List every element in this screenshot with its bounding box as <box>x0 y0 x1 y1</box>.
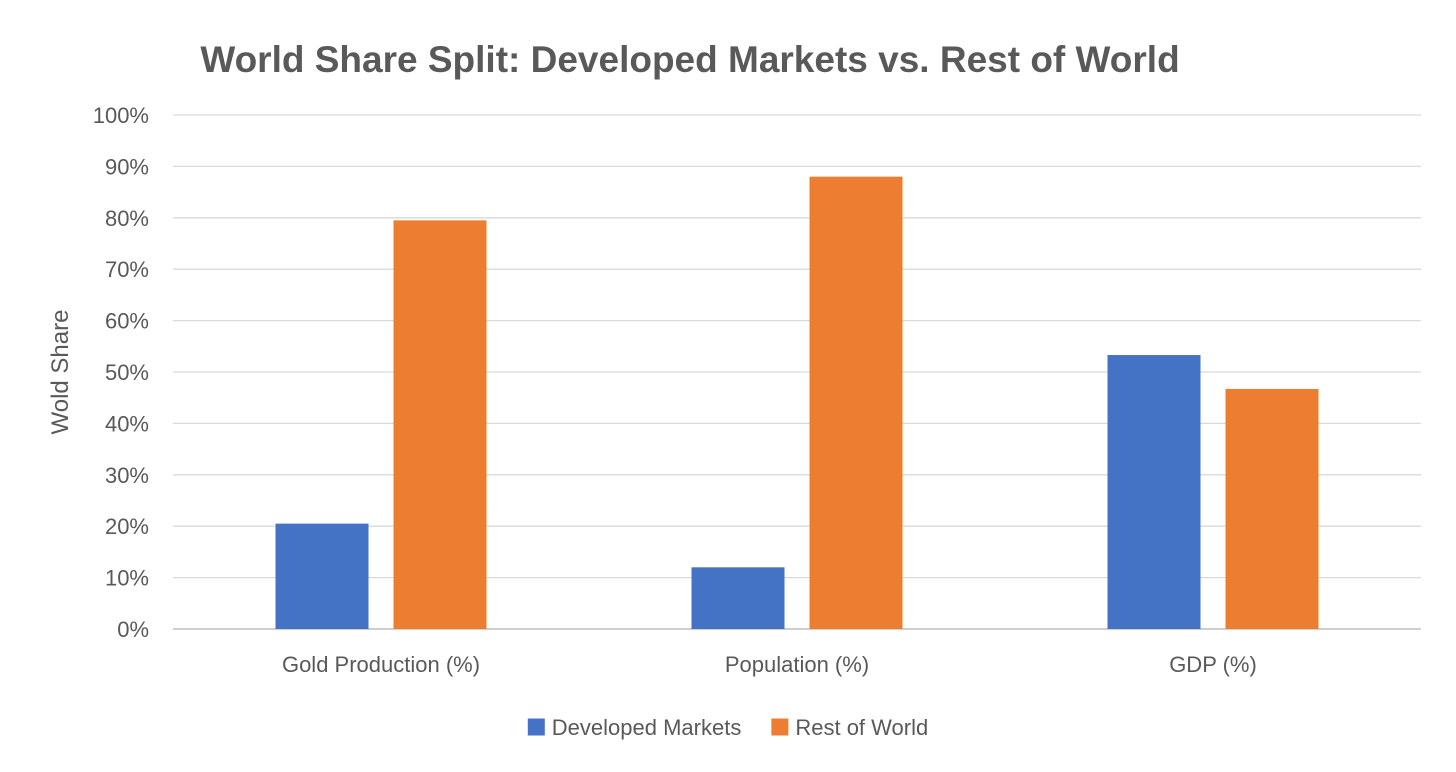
chart-title: World Share Split: Developed Markets vs.… <box>200 39 1179 80</box>
bar-developed-markets-1 <box>275 523 369 629</box>
bar-developed-markets-2 <box>691 567 785 629</box>
y-tick-label: 30% <box>105 463 149 488</box>
x-tick-label: GDP (%) <box>1169 652 1257 677</box>
legend: Developed Markets Rest of World <box>527 715 928 740</box>
y-tick-label: 0% <box>117 617 149 642</box>
y-axis-title: Wold Share <box>47 310 74 435</box>
bar-rest-of-world-3 <box>1225 388 1319 629</box>
y-tick-label: 70% <box>105 257 149 282</box>
y-tick-label: 100% <box>93 103 149 128</box>
x-tick-label: Population (%) <box>725 652 869 677</box>
legend-label: Developed Markets <box>552 715 742 740</box>
x-axis-ticks: Gold Production (%) Population (%) GDP (%) <box>282 652 1257 677</box>
y-tick-label: 20% <box>105 514 149 539</box>
bar-developed-markets-3 <box>1107 355 1201 629</box>
y-tick-label: 80% <box>105 206 149 231</box>
y-tick-label: 60% <box>105 309 149 334</box>
x-tick-label: Gold Production (%) <box>282 652 480 677</box>
bar-rest-of-world-1 <box>393 220 487 629</box>
bar-rest-of-world-2 <box>809 176 903 629</box>
bars <box>275 176 1319 629</box>
y-tick-label: 50% <box>105 360 149 385</box>
legend-swatch <box>771 718 789 736</box>
legend-swatch <box>527 718 545 736</box>
legend-label: Rest of World <box>795 715 928 740</box>
legend-item: Developed Markets <box>527 715 742 740</box>
y-tick-label: 40% <box>105 411 149 436</box>
gridlines <box>173 114 1421 630</box>
y-axis-ticks: 0% 10% 20% 30% 40% 50% 60% 70% 80% 90% 100% <box>93 103 149 642</box>
y-tick-label: 10% <box>105 566 149 591</box>
legend-item: Rest of World <box>771 715 928 740</box>
y-tick-label: 90% <box>105 154 149 179</box>
